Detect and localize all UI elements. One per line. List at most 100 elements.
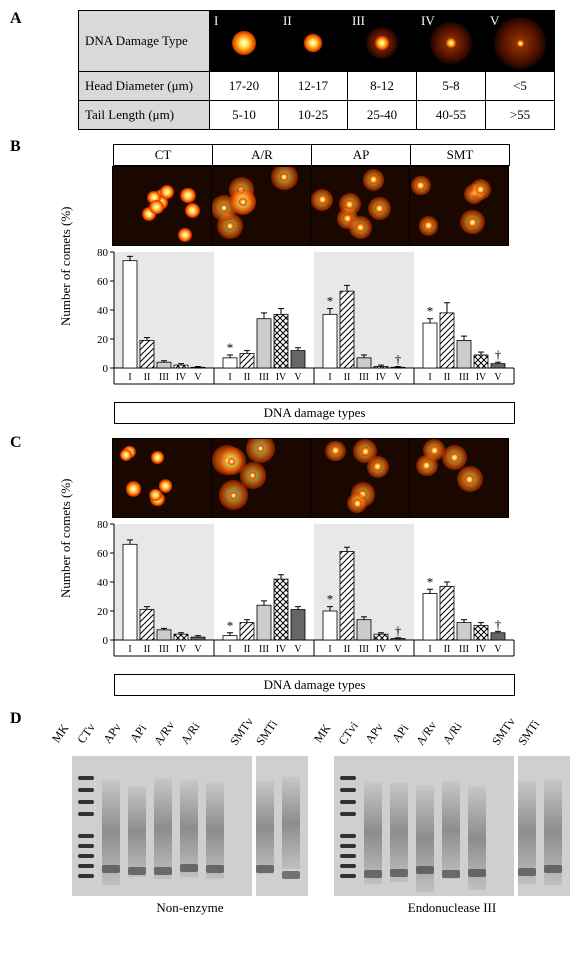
svg-text:*: * — [427, 574, 434, 589]
comet-cell-1: I — [210, 11, 279, 72]
panel-b-label: B — [10, 138, 34, 156]
gel-caption-right: Endonuclease III — [334, 900, 570, 916]
svg-text:0: 0 — [103, 635, 109, 647]
head-val: 17-20 — [210, 72, 279, 101]
svg-text:III: III — [159, 372, 169, 383]
svg-text:II: II — [244, 644, 251, 655]
svg-text:V: V — [394, 644, 402, 655]
svg-text:IV: IV — [476, 644, 487, 655]
svg-text:I: I — [428, 372, 431, 383]
micro-image — [310, 166, 410, 246]
group-hdr: AP — [311, 144, 411, 166]
svg-text:III: III — [459, 372, 469, 383]
svg-text:0: 0 — [103, 363, 109, 375]
svg-text:V: V — [194, 644, 202, 655]
micro-image — [112, 438, 212, 518]
svg-text:IV: IV — [376, 644, 387, 655]
svg-text:II: II — [444, 372, 451, 383]
svg-text:V: V — [294, 644, 302, 655]
svg-text:I: I — [128, 644, 131, 655]
head-val: <5 — [486, 72, 555, 101]
comet-type-i: I — [214, 13, 218, 29]
micro-image — [211, 166, 311, 246]
svg-text:20: 20 — [97, 606, 109, 618]
micro-image — [310, 438, 410, 518]
tail-len-label: Tail Length (μm) — [79, 101, 210, 130]
svg-text:I: I — [328, 644, 331, 655]
group-hdr: A/R — [212, 144, 312, 166]
svg-text:*: * — [327, 592, 334, 607]
micro-image — [211, 438, 311, 518]
svg-text:IV: IV — [176, 372, 187, 383]
svg-text:I: I — [428, 644, 431, 655]
head-val: 12-17 — [279, 72, 348, 101]
svg-text:60: 60 — [97, 548, 109, 560]
svg-text:III: III — [159, 644, 169, 655]
comet-type-iii: III — [352, 13, 365, 29]
svg-text:I: I — [128, 372, 131, 383]
micro-image — [112, 166, 212, 246]
svg-text:40: 40 — [97, 577, 109, 589]
group-hdr: SMT — [410, 144, 510, 166]
svg-text:II: II — [244, 372, 251, 383]
svg-text:V: V — [194, 372, 202, 383]
panel-d-label: D — [10, 710, 34, 728]
micro-image — [409, 166, 509, 246]
comet-cell-2: II — [279, 11, 348, 72]
svg-text:III: III — [359, 372, 369, 383]
comet-cell-5: V — [486, 11, 555, 72]
svg-text:IV: IV — [176, 644, 187, 655]
svg-text:V: V — [394, 372, 402, 383]
svg-text:†: † — [495, 347, 502, 362]
svg-text:*: * — [327, 294, 334, 309]
svg-text:IV: IV — [376, 372, 387, 383]
svg-text:60: 60 — [97, 276, 109, 288]
gel-left: MKCTvAPvAPiA/RvA/RiSMTvSMTi Non-enzyme — [72, 716, 308, 916]
svg-text:II: II — [144, 372, 151, 383]
svg-text:II: II — [144, 644, 151, 655]
svg-text:II: II — [444, 644, 451, 655]
svg-text:†: † — [495, 616, 502, 631]
svg-text:80: 80 — [97, 519, 109, 531]
group-hdr: CT — [113, 144, 213, 166]
gel-caption-left: Non-enzyme — [72, 900, 308, 916]
comet-cell-3: III — [348, 11, 417, 72]
svg-text:20: 20 — [97, 334, 109, 346]
table-a: DNA Damage Type I II III IV V Head Diame… — [78, 10, 555, 130]
comet-cell-4: IV — [417, 11, 486, 72]
head-val: 8-12 — [348, 72, 417, 101]
comet-type-ii: II — [283, 13, 292, 29]
ylabel-c: Number of comets (%) — [58, 479, 74, 599]
tail-val: 25-40 — [348, 101, 417, 130]
svg-text:V: V — [494, 644, 502, 655]
ylabel-b: Number of comets (%) — [58, 207, 74, 327]
panel-c-label: C — [10, 434, 34, 452]
svg-text:†: † — [395, 352, 402, 367]
svg-text:*: * — [227, 618, 234, 633]
svg-text:IV: IV — [276, 372, 287, 383]
svg-text:80: 80 — [97, 247, 109, 259]
svg-text:IV: IV — [276, 644, 287, 655]
tail-val: >55 — [486, 101, 555, 130]
table-a-rowheader: DNA Damage Type — [79, 11, 210, 72]
svg-text:*: * — [427, 304, 434, 319]
svg-text:V: V — [494, 372, 502, 383]
bar-chart-b: 020406080IIIIIIIVV*IIIIIIIVV*IIIIIIIV†V*… — [94, 246, 554, 396]
comet-type-iv: IV — [421, 13, 435, 29]
svg-text:III: III — [459, 644, 469, 655]
gel-right: MKCTviAPvAPiA/RvA/RiSMTvSMTi Endonucleas… — [334, 716, 570, 916]
svg-text:40: 40 — [97, 305, 109, 317]
svg-text:I: I — [228, 372, 231, 383]
head-diam-label: Head Diameter (μm) — [79, 72, 210, 101]
head-val: 5-8 — [417, 72, 486, 101]
comet-type-v: V — [490, 13, 499, 29]
svg-text:II: II — [344, 372, 351, 383]
svg-text:†: † — [395, 623, 402, 638]
panel-a-label: A — [10, 10, 34, 28]
svg-text:I: I — [328, 372, 331, 383]
tail-val: 5-10 — [210, 101, 279, 130]
tail-val: 10-25 — [279, 101, 348, 130]
micro-image — [409, 438, 509, 518]
svg-text:III: III — [259, 372, 269, 383]
svg-text:III: III — [259, 644, 269, 655]
